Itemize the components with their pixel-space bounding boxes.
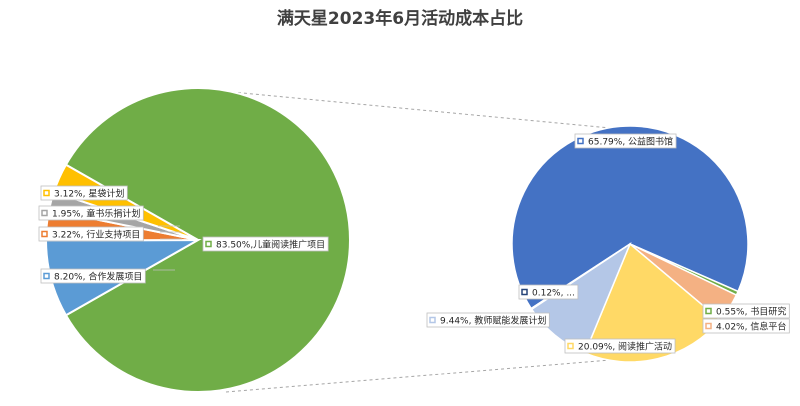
sub-label-2-box [702,318,790,334]
sub-label-0-marker [577,137,584,145]
main-label-2-marker [41,230,48,238]
main-label-4: 3.12%, 星袋计划 [40,185,128,201]
sub-label-5-marker [521,288,528,296]
sub-label-2-marker [705,322,712,330]
connector-line-bottom [225,359,611,393]
sub-label-3: 20.09%, 阅读推广活动 [564,338,676,354]
main-label-4-text: 3.12%, 星袋计划 [54,188,124,200]
chart-title: 满天星2023年6月活动成本占比 [277,8,523,29]
sub-pie-slice-0 [511,125,749,310]
sub-pie [511,125,749,363]
main-label-4-box [40,185,128,201]
main-label-0-marker [205,240,212,248]
main-label-1-box [40,268,146,284]
main-label-3-marker [41,209,48,217]
main-label-0-box [202,236,329,252]
sub-label-0-box [574,133,677,149]
sub-label-1-box [702,303,790,319]
sub-label-1: 0.55%, 书目研究 [702,303,790,319]
sub-label-2: 4.02%, 信息平台 [702,318,790,334]
sub-label-4: 9.44%, 教师赋能发展计划 [426,312,550,328]
sub-label-3-marker [567,342,574,350]
sub-label-4-marker [429,316,436,324]
main-label-2-text: 3.22%, 行业支持项目 [52,229,140,241]
main-label-1-marker [43,272,50,280]
main-label-4-marker [43,189,50,197]
sub-label-5-box [518,284,579,300]
main-label-0-text: 83.50%,儿童阅读推广项目 [216,239,325,251]
main-label-1: 8.20%, 合作发展项目 [40,268,146,284]
sub-label-5-text: 0.12%, ... [532,289,575,299]
main-label-0: 83.50%,儿童阅读推广项目 [202,236,329,252]
main-label-1-text: 8.20%, 合作发展项目 [54,271,142,283]
sub-label-1-text: 0.55%, 书目研究 [716,306,786,318]
data-labels: 83.50%,儿童阅读推广项目 8.20%, 合作发展项目 3.22%, 行业支持项… [38,133,790,354]
sub-label-0-text: 65.79%, 公益图书馆 [588,136,673,148]
connector-lines [225,91,611,393]
sub-label-1-marker [705,307,712,315]
main-label-2: 3.22%, 行业支持项目 [38,226,144,242]
sub-label-5: 0.12%, ... [518,284,579,300]
sub-label-3-text: 20.09%, 阅读推广活动 [578,341,672,353]
sub-label-3-box [564,338,676,354]
sub-label-0: 65.79%, 公益图书馆 [574,133,677,149]
main-label-3: 1.95%, 童书乐捐计划 [38,205,144,221]
sub-label-4-box [426,312,550,328]
sub-label-2-text: 4.02%, 信息平台 [716,321,786,333]
main-label-2-box [38,226,144,242]
sub-label-4-text: 9.44%, 教师赋能发展计划 [440,315,546,327]
main-label-3-text: 1.95%, 童书乐捐计划 [52,208,140,220]
main-label-3-box [38,205,144,221]
